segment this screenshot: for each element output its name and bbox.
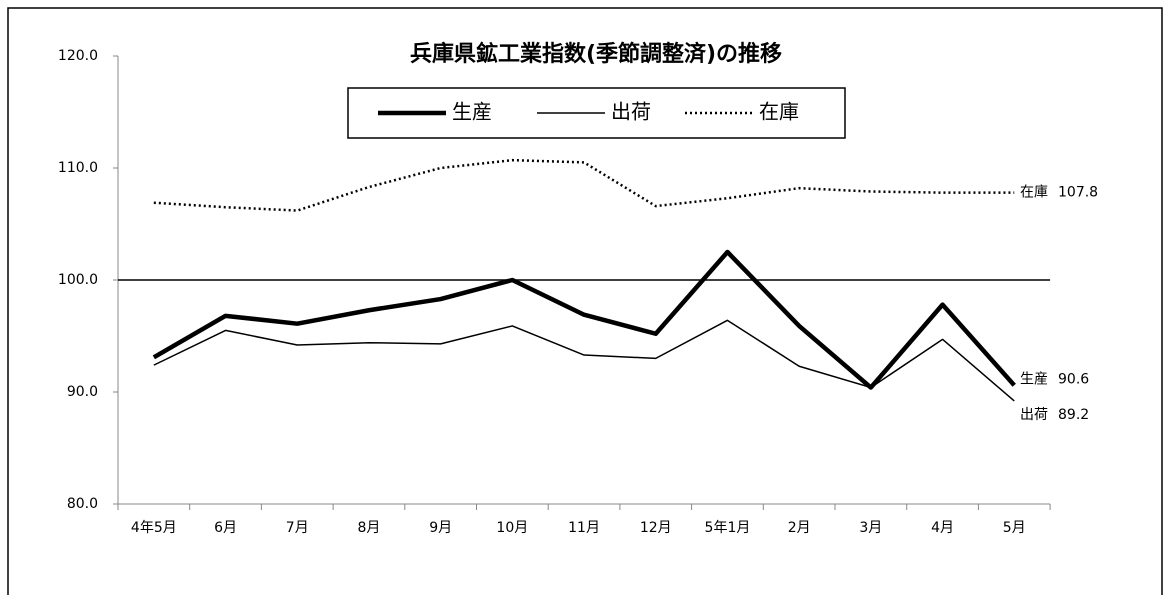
- x-tick-label: 5年1月: [705, 520, 751, 536]
- x-tick-label: 5月: [1003, 520, 1026, 536]
- end-label-name: 出荷: [1020, 407, 1048, 423]
- x-tick-label: 11月: [568, 520, 600, 536]
- end-label-value: 90.6: [1058, 371, 1089, 387]
- y-tick-label: 100.0: [58, 272, 98, 288]
- series-line: [153, 319, 1015, 402]
- legend-label: 在庫: [759, 100, 799, 124]
- x-tick-label: 8月: [357, 520, 380, 536]
- x-tick-label: 7月: [286, 520, 309, 536]
- end-label-name: 生産: [1020, 371, 1048, 387]
- x-tick-label: 9月: [429, 520, 452, 536]
- x-tick-label: 12月: [640, 520, 672, 536]
- x-tick-label: 2月: [788, 520, 811, 536]
- x-tick-label: 6月: [214, 520, 237, 536]
- x-tick-label: 4月: [931, 520, 954, 536]
- end-label-value: 89.2: [1058, 407, 1089, 423]
- y-tick-label: 110.0: [58, 160, 98, 176]
- x-tick-label: 4年5月: [131, 520, 177, 536]
- chart-title: 兵庫県鉱工業指数(季節調整済)の推移: [410, 41, 782, 67]
- x-tick-label: 10月: [496, 520, 528, 536]
- x-tick-label: 3月: [859, 520, 882, 536]
- legend-label: 生産: [452, 100, 492, 124]
- legend-label: 出荷: [611, 100, 651, 124]
- y-tick-label: 120.0: [58, 48, 98, 64]
- y-tick-label: 80.0: [67, 496, 98, 512]
- end-label-value: 107.8: [1058, 185, 1098, 201]
- y-tick-label: 90.0: [67, 384, 98, 400]
- end-label-name: 在庫: [1020, 184, 1048, 201]
